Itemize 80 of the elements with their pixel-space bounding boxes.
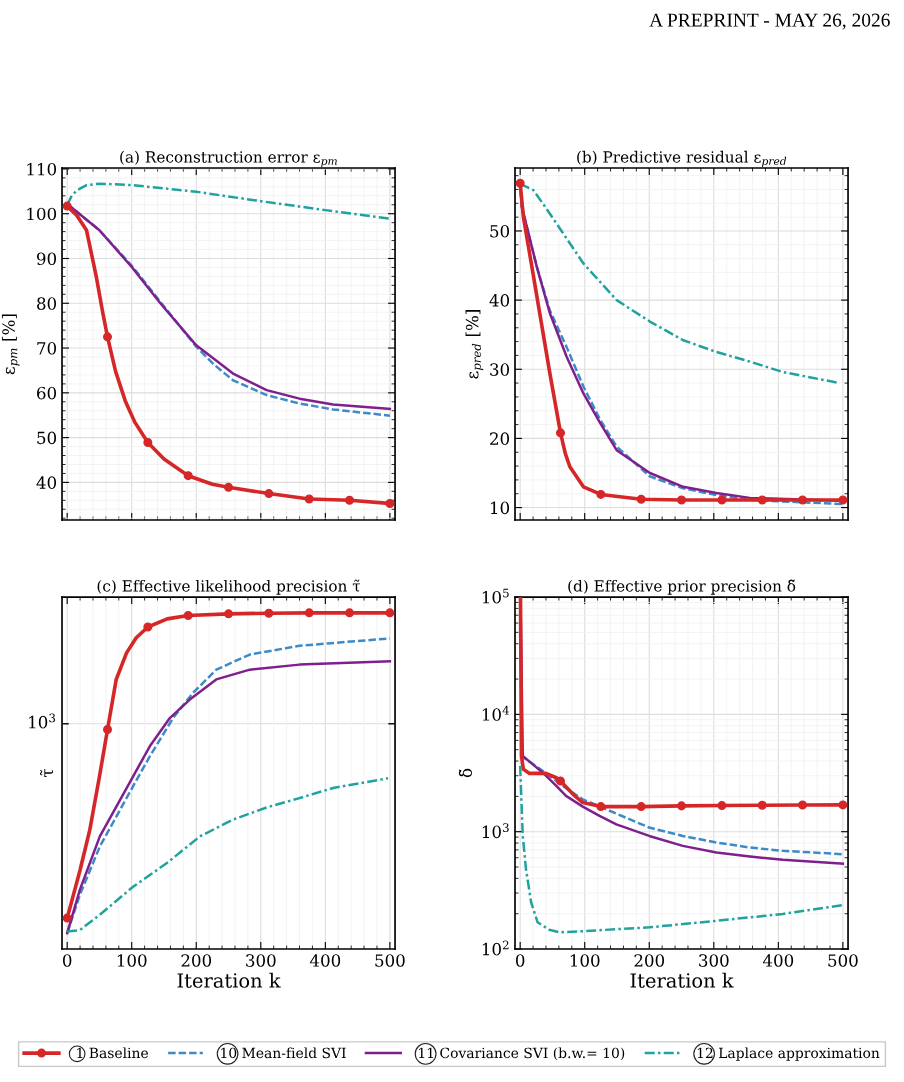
chart-title: (c) Effective likelihood precision τ̃ — [97, 579, 361, 595]
x-axis-title: Iteration k — [177, 972, 281, 988]
y-tick-label: 110 — [27, 162, 57, 176]
point — [555, 776, 566, 786]
y-tick-label: 20 — [490, 432, 510, 445]
y-tick-label: 70 — [37, 342, 57, 355]
y-tick-label: 60 — [37, 386, 57, 400]
y-tick-label: 40 — [36, 476, 57, 489]
y-tick-label: 80 — [37, 297, 57, 310]
point — [757, 495, 767, 505]
x-tick-label: 500 — [828, 954, 858, 967]
y-axis-title: ε$_{pred}$ [%] — [465, 310, 484, 379]
y-axis-title: δ̃ — [458, 768, 473, 778]
x-tick-label: 0 — [62, 954, 72, 967]
chart-title: (a) Reconstruction error ε$_{pm}$ — [120, 150, 337, 168]
point — [677, 801, 687, 811]
point — [62, 201, 72, 211]
y-tick-label: 10$^{4}$ — [482, 705, 510, 721]
y-tick-label: 90 — [36, 252, 57, 266]
y-tick-label: 10$^{3}$ — [482, 823, 509, 839]
text: A PREPRINT - MAY 26, 2026 — [649, 13, 890, 30]
x-tick-label: 400 — [762, 954, 794, 967]
point — [103, 724, 113, 735]
point — [596, 489, 606, 499]
point — [838, 800, 848, 810]
point — [677, 495, 687, 505]
point — [385, 608, 395, 618]
y-tick-label: 40 — [489, 294, 510, 307]
y-tick-label: 100 — [27, 207, 57, 221]
point — [385, 498, 395, 508]
chart-title: (d) Effective prior precision δ̃ — [568, 579, 796, 595]
point — [515, 178, 525, 188]
x-tick-label: 0 — [515, 954, 525, 967]
y-tick-label: 10$^{5}$ — [482, 588, 509, 604]
x-tick-label: 300 — [246, 954, 276, 967]
y-axis-title: τ̃ — [40, 769, 54, 777]
point — [304, 608, 314, 618]
point — [757, 800, 767, 810]
point — [264, 489, 274, 499]
point — [636, 802, 646, 812]
point — [183, 471, 193, 481]
chart-title: (b) Predictive residual ε$_{pred}$ — [577, 150, 787, 168]
point — [838, 495, 848, 505]
legend-label: 11 Covariance SVI (b.w.= 10) — [419, 1047, 625, 1061]
x-tick-label: 100 — [570, 954, 600, 967]
y-axis-title: ε$_{pm}$ [%] — [1, 314, 20, 375]
x-tick-label: 300 — [699, 954, 729, 967]
point — [143, 622, 153, 632]
point — [636, 494, 646, 504]
x-tick-label: 100 — [117, 954, 147, 967]
y-tick-label: 10$^{2}$ — [482, 940, 509, 956]
point — [798, 495, 808, 505]
point — [304, 494, 314, 504]
point — [224, 609, 234, 619]
point — [345, 608, 355, 618]
legend-label: 12 Laplace approximation — [697, 1047, 880, 1061]
y-tick-label: 50 — [37, 431, 57, 445]
point — [62, 913, 72, 923]
y-tick-label: 50 — [490, 224, 510, 238]
point — [143, 438, 153, 448]
point — [555, 428, 566, 438]
x-tick-label: 500 — [375, 954, 405, 967]
point — [103, 332, 113, 342]
point — [345, 495, 355, 505]
legend-label: 1 Baseline — [77, 1047, 148, 1059]
point — [183, 611, 193, 621]
x-tick-label: 200 — [634, 954, 665, 967]
x-tick-label: 400 — [309, 954, 341, 967]
y-tick-label: 10 — [490, 501, 510, 515]
line-series — [518, 764, 845, 934]
y-tick-label: 30 — [490, 363, 510, 376]
x-tick-label: 200 — [181, 954, 212, 967]
legend-label: 10 Mean-field SVI — [221, 1047, 346, 1059]
x-axis-title: Iteration k — [630, 972, 734, 988]
point — [224, 482, 234, 492]
point — [264, 608, 274, 618]
point — [717, 495, 727, 505]
point — [596, 802, 606, 812]
point — [717, 801, 727, 811]
point — [798, 800, 808, 810]
